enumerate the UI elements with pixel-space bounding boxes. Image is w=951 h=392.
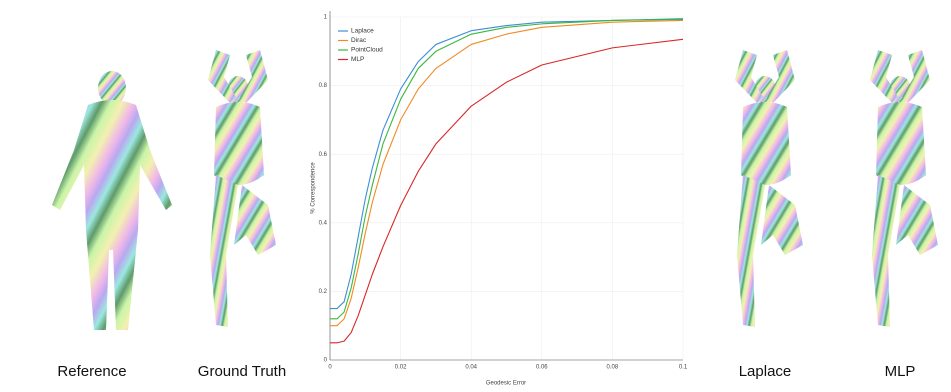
series-line [330,18,684,320]
series-line [330,19,684,327]
x-tick-label: 0.08 [607,365,619,371]
mlp-mesh [870,50,938,327]
legend-label: PointCloud [351,47,383,54]
x-tick-label: 0.1 [679,365,688,371]
y-axis-title: % Correspondence [311,162,317,214]
x-tick-label: 0.02 [395,365,407,371]
caption: MLP [885,363,916,380]
legend-label: Dirac [351,37,367,44]
y-tick-label: 0.2 [319,289,328,295]
caption: Reference [57,363,126,380]
y-tick-label: 0.6 [319,152,328,158]
series-line [330,38,684,344]
x-axis-title: Geodesic Error [486,381,526,387]
caption: Ground Truth [198,363,286,380]
y-tick-label: 0.4 [319,220,328,226]
x-tick-label: 0.04 [465,365,477,371]
y-tick-label: 0 [324,358,328,364]
laplace-mesh [735,50,803,327]
legend-label: MLP [351,56,364,63]
ground-truth-mesh [208,50,276,327]
y-tick-label: 1 [324,15,328,21]
series-line [330,18,684,310]
y-tick-label: 0.8 [319,83,328,89]
x-tick-label: 0.06 [536,365,548,371]
caption: Laplace [739,363,792,380]
legend-label: Laplace [351,28,374,35]
reference-mesh [52,71,172,330]
x-tick-label: 0 [328,365,332,371]
